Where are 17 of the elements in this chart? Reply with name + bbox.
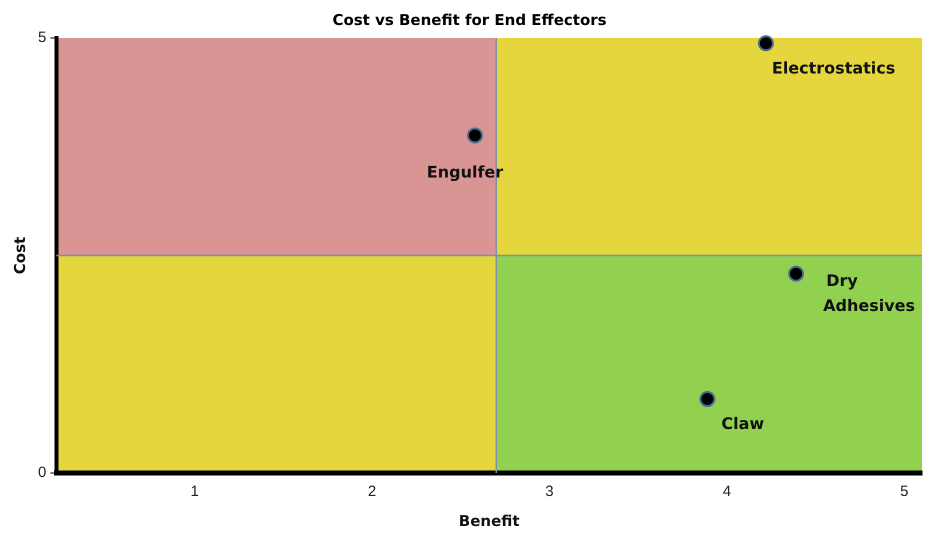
- y-axis-title: Cost: [10, 236, 29, 274]
- annotation: Claw: [721, 414, 764, 434]
- point: [699, 391, 716, 408]
- point: [466, 127, 483, 144]
- x-tick-label: 3: [545, 483, 554, 500]
- chart-title: Cost vs Benefit for End Effectors: [332, 10, 607, 29]
- annotation: Dry Adhesives: [823, 270, 915, 315]
- x-tick-label: 1: [190, 483, 199, 500]
- y-tick-label: 0: [38, 464, 46, 482]
- x-axis-title: Benefit: [458, 512, 520, 530]
- annotation: Electrostatics: [772, 58, 896, 78]
- x-tick-label: 4: [722, 483, 732, 500]
- x-tick-label: 2: [368, 483, 376, 500]
- annotation: Engulfer: [426, 162, 504, 182]
- x-tick-label: 5: [900, 483, 908, 500]
- point: [788, 266, 804, 282]
- point: [758, 35, 774, 52]
